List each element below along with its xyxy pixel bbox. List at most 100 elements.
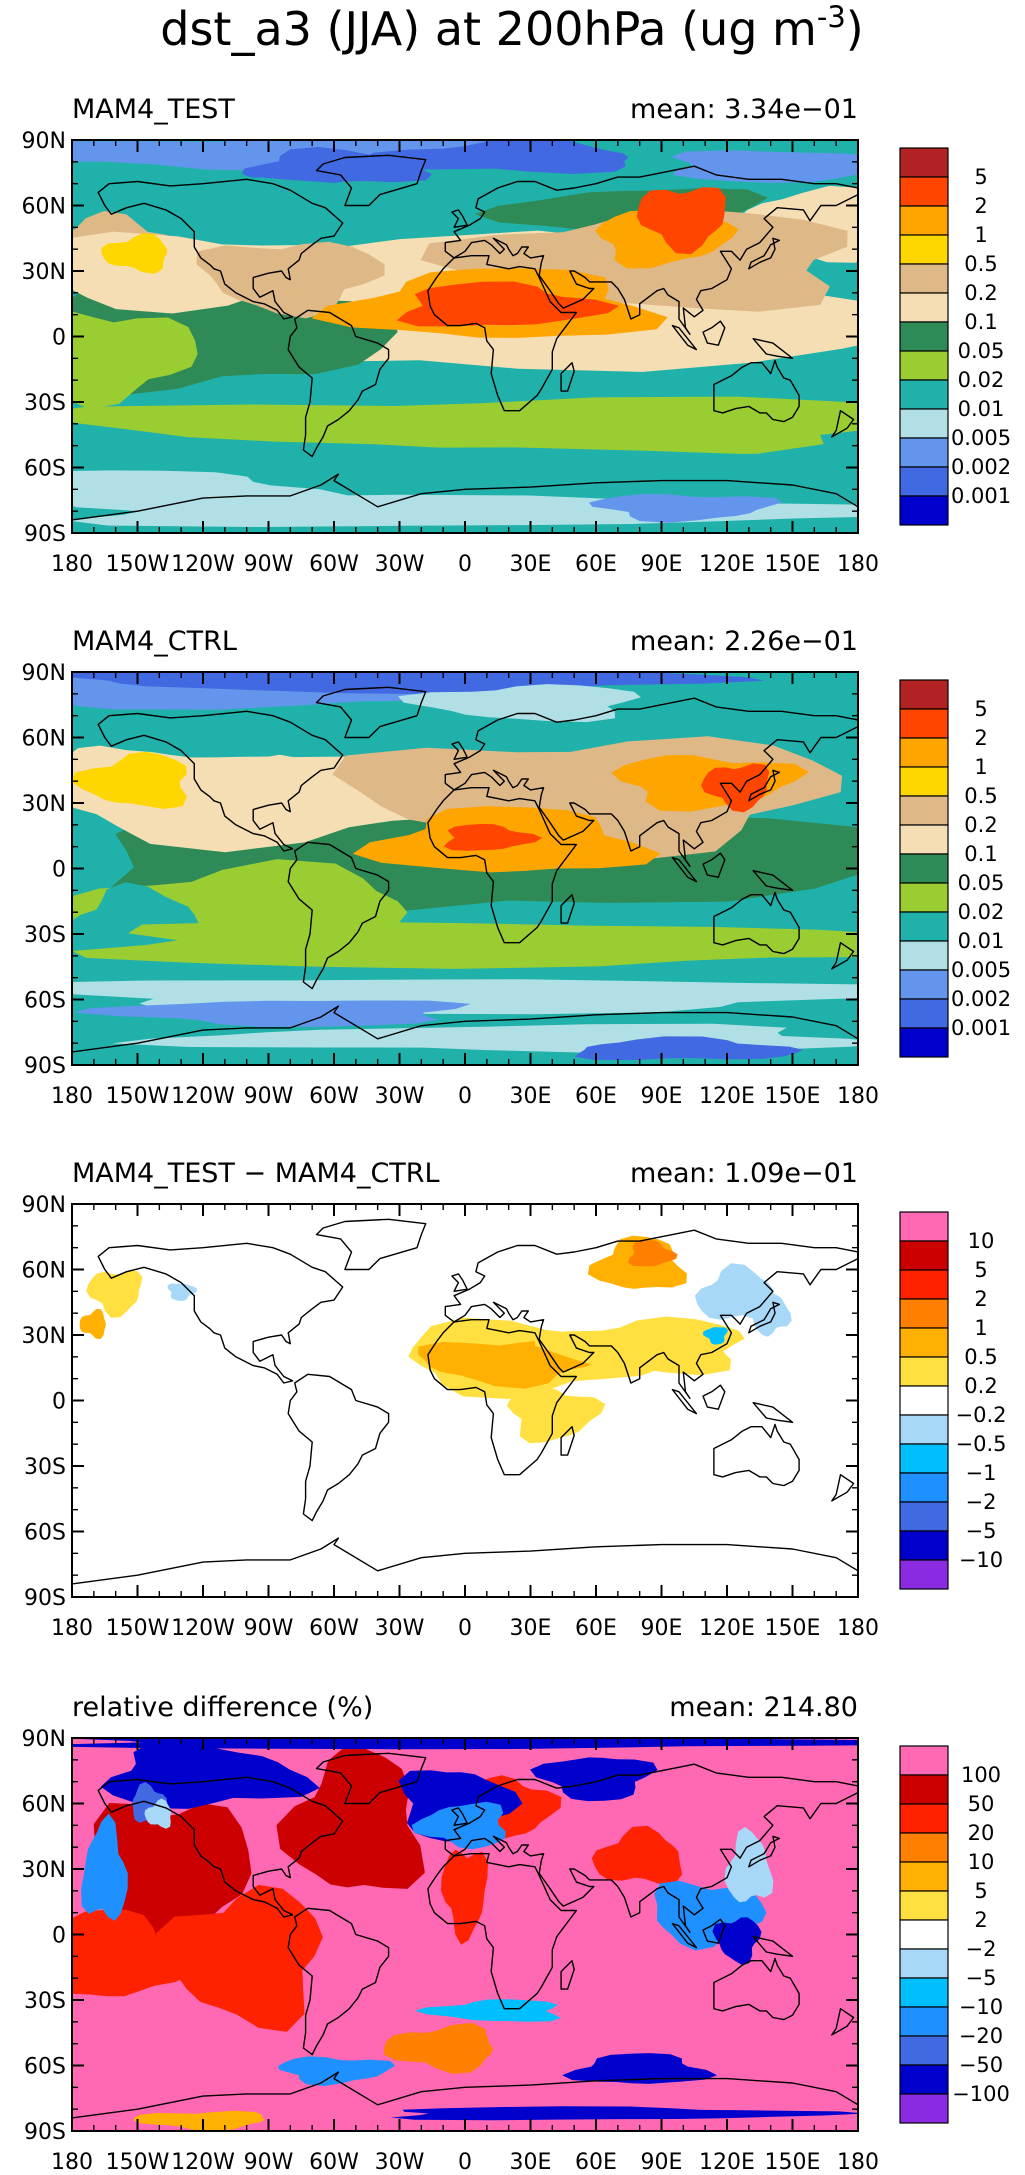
lon-tick-label: 30E bbox=[510, 1084, 552, 1109]
colorbar-label: 0.5 bbox=[964, 784, 997, 808]
lon-tick-label: 180 bbox=[837, 2150, 879, 2175]
lon-tick-label: 60E bbox=[575, 2150, 617, 2175]
colorbar-label: 0.2 bbox=[964, 813, 997, 837]
colorbar-swatch bbox=[899, 495, 949, 526]
colorbar-label: 0.002 bbox=[951, 987, 1011, 1011]
contour-fill bbox=[276, 1746, 425, 1889]
contour-fill bbox=[119, 177, 378, 230]
colorbar-swatch bbox=[899, 466, 949, 497]
coastline-greenland bbox=[315, 1218, 427, 1271]
contour-fill bbox=[72, 494, 858, 527]
colorbar-swatch bbox=[899, 1240, 949, 1271]
panel-mean: mean: 1.09e−01 bbox=[630, 1158, 858, 1189]
colorbar-label: 0.2 bbox=[964, 281, 997, 305]
coastline-japan bbox=[748, 237, 781, 270]
coastline-new-zealand bbox=[831, 942, 855, 970]
lat-tick-label: 30S bbox=[24, 923, 66, 948]
contour-fill bbox=[703, 1327, 728, 1345]
map-plot-area: 90N 60N 30N 0 30S 60S 90S 180 150W 120W 90W 60W 30W 0… bbox=[22, 661, 879, 1109]
lon-tick-label: 60E bbox=[575, 1084, 617, 1109]
lat-tick-label: 60N bbox=[22, 727, 66, 752]
contour-fill bbox=[86, 1270, 143, 1318]
contour-fill bbox=[72, 396, 858, 456]
lon-tick-label: 150W bbox=[106, 1616, 170, 1641]
coastline-sumatra bbox=[671, 1388, 698, 1415]
coastline-japan bbox=[748, 769, 781, 802]
colorbar-label: 0.1 bbox=[964, 842, 997, 866]
colorbar-swatch bbox=[899, 408, 949, 439]
contour-fill bbox=[98, 714, 295, 758]
lon-tick-label: 30E bbox=[510, 552, 552, 577]
lat-tick-label: 90N bbox=[22, 1727, 66, 1752]
lon-tick-label: 90W bbox=[244, 2150, 294, 2175]
colorbar-swatch bbox=[899, 2035, 949, 2066]
colorbar-label: 0.1 bbox=[964, 310, 997, 334]
lat-tick-label: 60S bbox=[24, 1521, 66, 1546]
lat-tick-label: 90S bbox=[24, 522, 66, 547]
coastline-antarctica bbox=[72, 1005, 858, 1065]
lat-tick-label: 0 bbox=[52, 1924, 66, 1949]
lon-tick-label: 150E bbox=[765, 552, 821, 577]
contour-fill bbox=[155, 1884, 323, 2032]
coastline-north-america bbox=[97, 710, 344, 852]
colorbar-swatch bbox=[899, 1027, 949, 1058]
contour-fill bbox=[72, 1909, 195, 1997]
map-panel: MAM4_CTRL mean: 2.26e−0190N60N30N030S60S9… bbox=[22, 626, 1012, 1109]
lat-tick-label: 30N bbox=[22, 1858, 66, 1883]
lat-tick-label: 90S bbox=[24, 1586, 66, 1611]
coastline-madagascar bbox=[560, 1959, 575, 1990]
colorbar-swatch bbox=[899, 437, 949, 468]
lat-tick-label: 60S bbox=[24, 2055, 66, 2080]
contour-fill bbox=[628, 1240, 678, 1267]
coastline-sumatra bbox=[671, 324, 698, 351]
colorbar-swatch bbox=[899, 350, 949, 381]
colorbar-label: 10 bbox=[968, 1850, 995, 1874]
contour-fill bbox=[530, 1757, 658, 1802]
colorbar-swatch bbox=[899, 379, 949, 410]
lat-tick-label: 30N bbox=[22, 1324, 66, 1349]
coastline-british-isles bbox=[451, 209, 468, 229]
coastline-new-guinea bbox=[752, 1401, 794, 1424]
coastline-australia bbox=[713, 891, 800, 955]
panel-title: relative difference (%) bbox=[72, 1692, 373, 1723]
colorbar-label: 5 bbox=[974, 165, 987, 189]
contour-fill bbox=[81, 1813, 128, 1921]
lat-tick-label: 60N bbox=[22, 1793, 66, 1818]
coastline-sumatra bbox=[671, 1922, 698, 1949]
contour-fill bbox=[72, 751, 187, 809]
coastline-eurasia bbox=[444, 697, 858, 868]
coastline-new-zealand bbox=[831, 2008, 855, 2036]
colorbar: 5 2 1 0.5 0.2 0.1 0.05 0.02 0.01 0.005 0.002 0.001 bbox=[899, 679, 1011, 1058]
map-panel: MAM4_TEST mean: 3.34e−0190N60N30N030S60S9… bbox=[22, 94, 1012, 577]
colorbar-label: −2 bbox=[966, 1937, 997, 1961]
coastline-australia bbox=[713, 359, 800, 423]
coastline-antarctica bbox=[72, 473, 858, 533]
colorbar: 10 5 2 1 0.5 0.2 −0.2 −0.5 −1 −2 −5 −10 bbox=[899, 1211, 1007, 1590]
lon-tick-label: 30W bbox=[375, 552, 425, 577]
lon-tick-label: 150E bbox=[765, 2150, 821, 2175]
colorbar-swatch bbox=[899, 1861, 949, 1892]
contour-fill bbox=[636, 187, 726, 255]
colorbar-label: −5 bbox=[966, 1966, 997, 1990]
contour-fill bbox=[396, 281, 620, 327]
colorbar-label: −2 bbox=[966, 1490, 997, 1514]
contour-fill bbox=[366, 140, 629, 174]
colorbar-label: 0.005 bbox=[951, 426, 1011, 450]
coastline-new-guinea bbox=[752, 337, 794, 360]
colorbar-swatch bbox=[899, 824, 949, 855]
colorbar-swatch bbox=[899, 1890, 949, 1921]
contour-fill bbox=[101, 233, 168, 274]
lon-tick-label: 180 bbox=[51, 552, 93, 577]
contour-fill bbox=[278, 2056, 396, 2086]
colorbar-swatch bbox=[899, 1559, 949, 1590]
contour-fill bbox=[241, 147, 432, 186]
coastline-new-guinea bbox=[752, 869, 794, 892]
contour-fill bbox=[588, 494, 782, 523]
coastline-borneo bbox=[702, 1918, 726, 1944]
colorbar-swatch bbox=[899, 911, 949, 942]
lat-tick-label: 0 bbox=[52, 858, 66, 883]
colorbar-label: 0.5 bbox=[964, 252, 997, 276]
lon-tick-label: 150E bbox=[765, 1084, 821, 1109]
colorbar-swatch bbox=[899, 1501, 949, 1532]
